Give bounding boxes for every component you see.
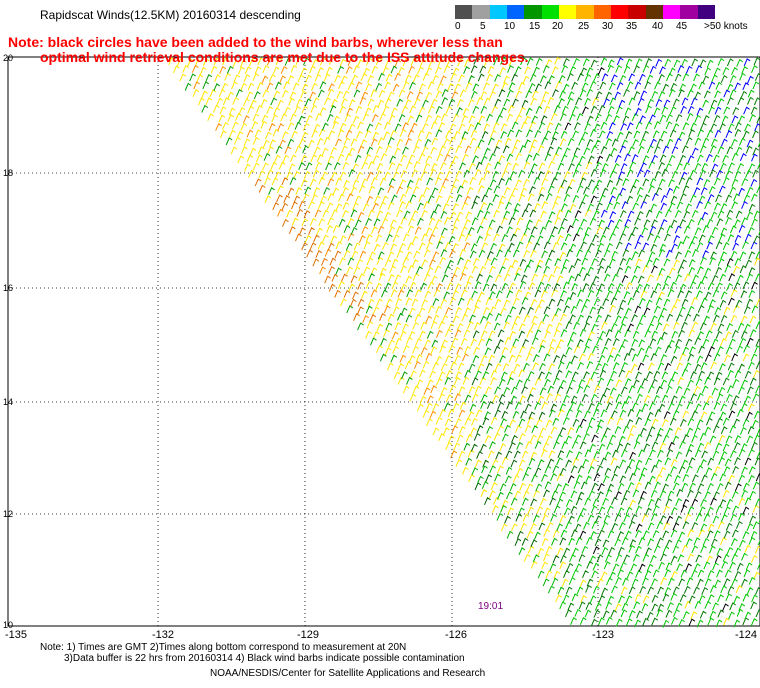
legend-label: 10 bbox=[504, 21, 516, 32]
legend-label: 45 bbox=[676, 21, 688, 32]
x-tick-label: -135 bbox=[4, 629, 28, 641]
wind-speed-legend bbox=[455, 5, 715, 19]
y-tick-label: 18 bbox=[3, 168, 14, 178]
x-tick-label: -129 bbox=[296, 629, 320, 641]
x-tick-label: -126 bbox=[444, 629, 468, 641]
footer-note-2: 3)Data buffer is 22 hrs from 20160314 4)… bbox=[64, 653, 465, 664]
time-label: 19:01 bbox=[478, 601, 504, 612]
legend-labels: 0 5 10 15 20 25 30 35 40 45 >50 knots bbox=[452, 21, 760, 35]
legend-swatch bbox=[524, 5, 542, 19]
note-line-1: Note: black circles have been added to t… bbox=[8, 34, 503, 50]
legend-label: 40 bbox=[652, 21, 664, 32]
wind-barb-group bbox=[469, 56, 567, 595]
legend-swatch bbox=[610, 5, 629, 19]
legend-label: 15 bbox=[529, 21, 541, 32]
wind-barb-group bbox=[168, 56, 760, 626]
footer-credit: NOAA/NESDIS/Center for Satellite Applica… bbox=[210, 668, 486, 679]
legend-label: >50 knots bbox=[704, 21, 748, 32]
wind-barb-group bbox=[559, 57, 760, 627]
y-tick-label: 20 bbox=[3, 53, 14, 63]
legend-label: 25 bbox=[578, 21, 590, 32]
y-tick-label: 10 bbox=[3, 620, 14, 630]
legend-swatch bbox=[506, 5, 525, 19]
legend-label: 0 bbox=[455, 21, 461, 32]
wind-barb-group bbox=[470, 56, 567, 563]
legend-swatch bbox=[680, 5, 698, 19]
legend-swatch bbox=[558, 5, 577, 19]
wind-barb-group bbox=[559, 57, 760, 628]
legend-swatch bbox=[697, 5, 715, 19]
legend-swatch bbox=[628, 5, 646, 19]
legend-swatch bbox=[455, 5, 473, 19]
legend-swatch bbox=[593, 5, 611, 19]
legend-label: 20 bbox=[552, 21, 564, 32]
wind-barb-group bbox=[184, 57, 477, 466]
legend-swatch bbox=[645, 5, 663, 19]
legend-swatch bbox=[489, 5, 507, 19]
legend-label: 35 bbox=[626, 21, 638, 32]
map-title: Rapidscat Winds(12.5KM) 20160314 descend… bbox=[40, 8, 301, 22]
y-tick-label: 12 bbox=[3, 509, 14, 519]
legend-swatch bbox=[662, 5, 681, 19]
legend-label: 30 bbox=[602, 21, 614, 32]
legend-swatch bbox=[472, 5, 490, 19]
x-tick-label: -132 bbox=[151, 629, 175, 641]
map-frame bbox=[7, 56, 760, 627]
y-tick-label: 14 bbox=[3, 397, 14, 407]
x-tick-label: -123 bbox=[591, 629, 615, 641]
legend-swatch bbox=[541, 5, 559, 19]
wind-barb-group bbox=[191, 57, 472, 459]
wind-barb-group bbox=[564, 67, 760, 627]
wind-barbs bbox=[168, 56, 760, 628]
footer-note-1: Note: 1) Times are GMT 2)Times along bot… bbox=[40, 642, 407, 653]
y-tick-label: 16 bbox=[3, 283, 14, 293]
map-grid bbox=[8, 57, 760, 626]
legend-swatch bbox=[576, 5, 594, 19]
x-tick-label: -124 bbox=[734, 629, 758, 641]
note-line-2: optimal wind retrieval conditions are me… bbox=[40, 49, 529, 65]
wind-barb-group bbox=[600, 57, 760, 258]
legend-label: 5 bbox=[480, 21, 486, 32]
wind-barb-group bbox=[600, 57, 760, 260]
wind-barb-group bbox=[254, 177, 386, 322]
